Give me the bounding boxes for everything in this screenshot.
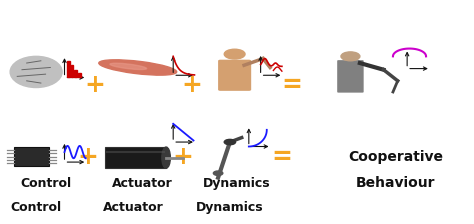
Bar <box>71 65 73 78</box>
Circle shape <box>341 52 360 61</box>
Circle shape <box>213 171 223 175</box>
Bar <box>74 70 77 78</box>
Text: Dynamics: Dynamics <box>203 177 271 190</box>
FancyBboxPatch shape <box>14 147 49 166</box>
Text: +: + <box>182 73 202 97</box>
Bar <box>67 61 70 78</box>
Text: +: + <box>85 73 106 97</box>
Text: Actuator: Actuator <box>103 201 164 214</box>
Ellipse shape <box>162 147 170 168</box>
Text: =: = <box>281 73 302 97</box>
FancyBboxPatch shape <box>218 60 251 91</box>
Text: Dynamics: Dynamics <box>196 201 264 214</box>
Bar <box>78 73 81 78</box>
Circle shape <box>224 49 245 59</box>
Ellipse shape <box>10 56 62 88</box>
Ellipse shape <box>110 63 146 69</box>
Circle shape <box>224 139 236 145</box>
FancyBboxPatch shape <box>337 60 364 93</box>
Text: Cooperative: Cooperative <box>348 150 443 164</box>
Text: Actuator: Actuator <box>112 177 173 190</box>
Text: Behaviour: Behaviour <box>356 176 435 190</box>
Text: Control: Control <box>10 201 62 214</box>
Text: =: = <box>272 144 292 168</box>
FancyBboxPatch shape <box>105 147 166 168</box>
Text: +: + <box>78 144 99 168</box>
Text: +: + <box>172 144 193 168</box>
Ellipse shape <box>99 60 177 75</box>
Text: Control: Control <box>20 177 71 190</box>
